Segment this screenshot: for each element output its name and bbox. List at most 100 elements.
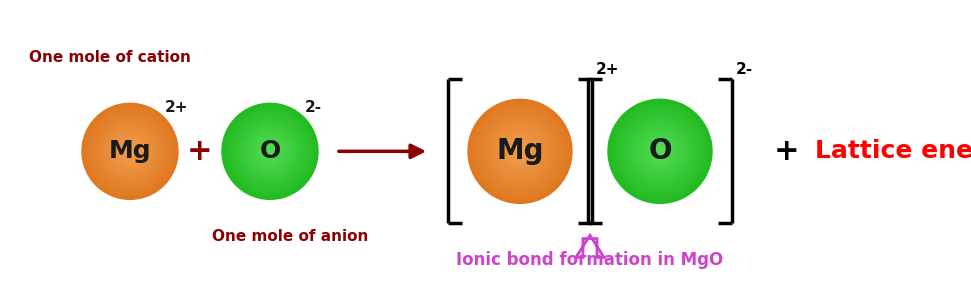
Circle shape [499, 131, 541, 172]
Circle shape [96, 118, 163, 185]
Circle shape [114, 135, 146, 167]
Circle shape [608, 99, 712, 203]
Circle shape [639, 131, 681, 172]
Text: 2+: 2+ [164, 100, 188, 115]
Circle shape [259, 140, 282, 162]
Circle shape [473, 104, 567, 198]
Circle shape [246, 127, 294, 175]
Circle shape [497, 129, 543, 174]
Circle shape [654, 146, 665, 157]
Circle shape [90, 111, 170, 191]
Circle shape [658, 150, 661, 153]
Circle shape [630, 122, 689, 181]
Circle shape [643, 134, 678, 169]
Circle shape [620, 111, 700, 191]
Circle shape [128, 150, 132, 153]
Circle shape [117, 139, 143, 164]
Circle shape [615, 106, 705, 196]
Circle shape [109, 131, 151, 172]
Circle shape [641, 132, 679, 171]
Circle shape [227, 108, 314, 194]
Circle shape [230, 111, 310, 191]
Circle shape [255, 137, 285, 166]
Circle shape [86, 108, 173, 194]
Circle shape [480, 111, 560, 191]
Circle shape [488, 120, 552, 182]
Circle shape [265, 147, 275, 156]
Text: O: O [649, 137, 672, 165]
Text: One mole of cation: One mole of cation [29, 50, 191, 65]
Text: One mole of anion: One mole of anion [212, 229, 368, 244]
Circle shape [120, 142, 140, 161]
Text: Lattice energy: Lattice energy [815, 139, 971, 163]
Circle shape [636, 127, 685, 175]
FancyArrow shape [576, 235, 604, 257]
Circle shape [95, 116, 165, 187]
Circle shape [490, 122, 550, 181]
Circle shape [621, 113, 698, 189]
Circle shape [484, 115, 556, 188]
Circle shape [634, 125, 686, 177]
Text: 2+: 2+ [596, 62, 619, 77]
Circle shape [241, 123, 299, 180]
Circle shape [627, 118, 693, 184]
Circle shape [235, 116, 305, 187]
Circle shape [82, 103, 178, 199]
Circle shape [479, 110, 561, 193]
Circle shape [614, 104, 707, 198]
Circle shape [506, 137, 534, 165]
Circle shape [638, 129, 683, 174]
Circle shape [496, 127, 545, 175]
Circle shape [629, 120, 691, 182]
Circle shape [84, 105, 177, 198]
Circle shape [245, 126, 295, 177]
Circle shape [123, 145, 136, 158]
Circle shape [101, 123, 159, 180]
Circle shape [111, 132, 150, 171]
Circle shape [508, 139, 532, 164]
Circle shape [646, 137, 674, 165]
Circle shape [501, 132, 539, 171]
Circle shape [625, 117, 694, 186]
Circle shape [515, 146, 525, 157]
Circle shape [116, 137, 145, 166]
Circle shape [519, 150, 521, 153]
Circle shape [619, 110, 702, 193]
Circle shape [236, 118, 304, 185]
Circle shape [251, 132, 289, 171]
Text: Ionic bond formation in MgO: Ionic bond formation in MgO [456, 251, 723, 269]
Text: Mg: Mg [109, 139, 151, 163]
Circle shape [648, 139, 672, 164]
Circle shape [106, 127, 154, 175]
Circle shape [233, 115, 307, 188]
Circle shape [118, 140, 141, 162]
Circle shape [645, 136, 676, 167]
Circle shape [504, 136, 536, 167]
Circle shape [88, 110, 172, 193]
Circle shape [656, 148, 663, 155]
Circle shape [653, 144, 667, 158]
Circle shape [468, 99, 572, 203]
Circle shape [487, 118, 552, 184]
Circle shape [623, 115, 696, 188]
Circle shape [472, 103, 569, 200]
Circle shape [486, 117, 554, 186]
Circle shape [98, 119, 162, 183]
Circle shape [257, 139, 283, 164]
Circle shape [100, 121, 160, 182]
Text: O: O [259, 139, 281, 163]
Circle shape [225, 107, 315, 196]
Text: +: + [774, 137, 800, 166]
Circle shape [477, 108, 563, 195]
Text: Mg: Mg [496, 137, 544, 165]
Circle shape [510, 141, 530, 162]
Circle shape [267, 148, 273, 155]
Circle shape [512, 143, 528, 160]
Circle shape [91, 113, 168, 190]
Circle shape [263, 145, 277, 158]
Circle shape [243, 124, 297, 178]
Circle shape [254, 135, 286, 167]
Circle shape [238, 119, 302, 183]
Circle shape [268, 150, 272, 153]
Circle shape [127, 148, 133, 155]
